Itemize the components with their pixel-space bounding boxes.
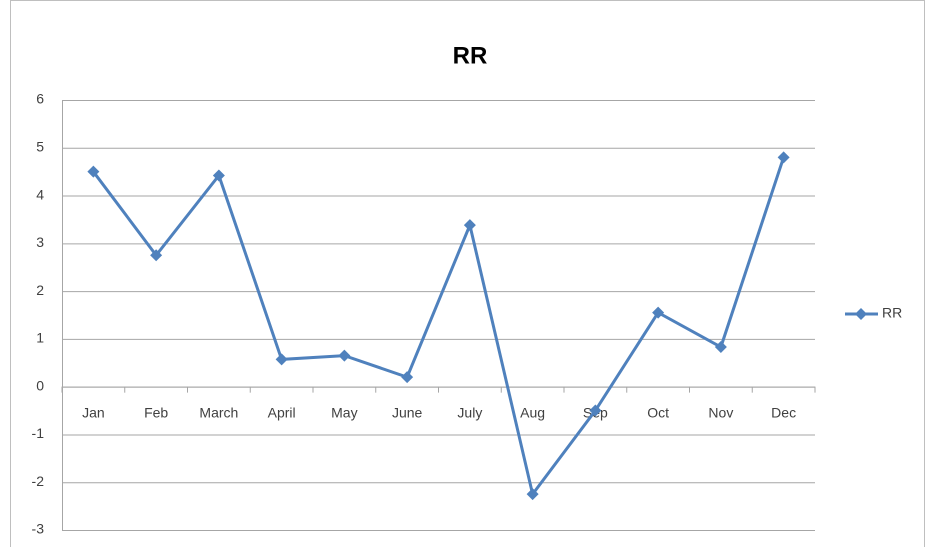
y-tick-label: 3 — [36, 234, 44, 250]
y-tick-label: 5 — [36, 138, 44, 154]
x-tick-label: July — [457, 404, 482, 420]
chart-title: RR — [453, 42, 488, 69]
y-tick-label: 6 — [36, 91, 44, 107]
x-tick-label: Feb — [144, 404, 168, 420]
x-tick-label: May — [331, 404, 357, 420]
y-tick-label: -1 — [32, 425, 45, 441]
x-tick-label: June — [392, 404, 423, 420]
data-point — [777, 151, 790, 164]
data-point — [150, 249, 163, 262]
y-tick-label: -3 — [32, 521, 45, 537]
legend-label: RR — [882, 305, 902, 321]
x-tick-label: Dec — [771, 404, 796, 420]
data-point — [338, 349, 351, 362]
data-point — [463, 219, 476, 232]
x-tick-label: April — [268, 404, 296, 420]
y-tick-label: 0 — [36, 377, 44, 393]
x-tick-label: March — [199, 404, 238, 420]
data-point — [401, 371, 414, 384]
data-point — [589, 404, 602, 417]
data-point — [652, 306, 665, 319]
y-tick-label: 4 — [36, 186, 44, 202]
y-tick-label: 1 — [36, 330, 44, 346]
x-tick-label: Oct — [647, 404, 669, 420]
legend-marker — [855, 308, 867, 320]
y-tick-label: -2 — [32, 473, 45, 489]
x-tick-label: Jan — [82, 404, 105, 420]
data-point — [714, 341, 727, 354]
data-point — [212, 169, 225, 182]
data-point — [87, 165, 100, 178]
data-point — [526, 488, 539, 501]
series-line — [92, 156, 786, 498]
data-point — [275, 353, 288, 366]
chart-frame — [10, 0, 925, 547]
x-tick-label: Nov — [708, 404, 733, 420]
y-tick-label: 2 — [36, 282, 44, 298]
x-tick-label: Aug — [520, 404, 545, 420]
